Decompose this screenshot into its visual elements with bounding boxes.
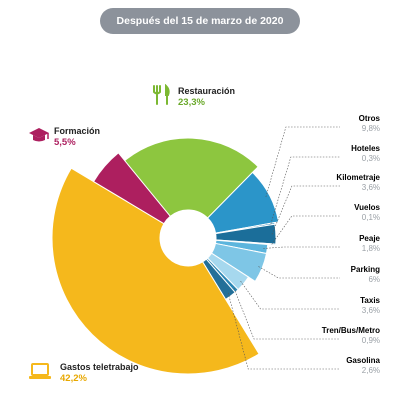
label-gasolina: Gasolina 2,6% [346, 356, 380, 375]
donut-hole [160, 210, 216, 266]
leader-line [227, 292, 340, 370]
cutlery-icon [150, 83, 172, 111]
leader-line [270, 156, 340, 225]
label-taxis: Taxis 3,6% [360, 296, 380, 315]
date-header-label: Después del 15 de marzo de 2020 [116, 15, 284, 27]
graduation-cap-icon [28, 126, 50, 149]
label-vuelos: Vuelos 0,1% [354, 203, 380, 222]
leader-line [263, 246, 340, 249]
leader-line [271, 185, 340, 235]
label-tren-bus-metro: Tren/Bus/Metro 0,9% [321, 326, 380, 345]
label-peaje: Peaje 1,8% [359, 234, 380, 253]
label-parking: Parking 6% [350, 265, 380, 284]
label-formacion: Formación 5,5% [54, 126, 101, 148]
leader-line [265, 126, 340, 198]
label-restauracion: Restauración 23,3% [178, 86, 236, 108]
leader-line [240, 280, 340, 310]
slice-otros [206, 171, 280, 234]
date-header-pill: Después del 15 de marzo de 2020 [100, 8, 300, 34]
label-hoteles: Hoteles 0,3% [351, 144, 380, 163]
label-kilometraje: Kilometraje 3,6% [336, 173, 380, 192]
leader-line [271, 215, 340, 245]
laptop-icon [28, 362, 52, 385]
leader-line [233, 288, 340, 340]
leader-line [258, 266, 340, 279]
label-otros: Otros 9,8% [358, 114, 380, 133]
label-gastos-teletrabajo: Gastos teletrabajo 42,2% [60, 362, 139, 384]
